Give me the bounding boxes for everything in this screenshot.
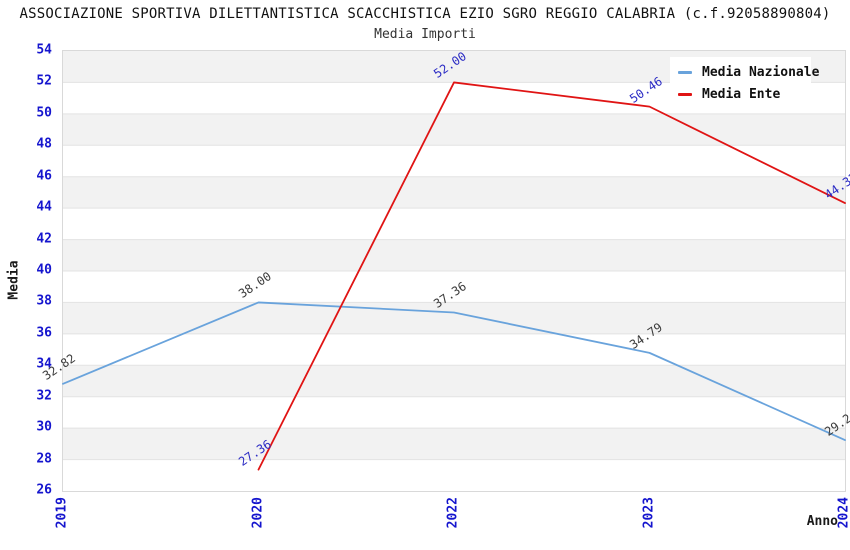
y-tick-label: 54 — [36, 42, 52, 58]
data-point-label: 29.24 — [822, 407, 850, 439]
data-point-label: 44.32 — [822, 170, 850, 203]
y-tick-label: 40 — [36, 262, 52, 278]
x-tick-label: 2024 — [836, 497, 850, 529]
x-tick-label: 2022 — [445, 497, 461, 529]
chart-subtitle: Media Importi — [374, 27, 476, 42]
x-tick-label: 2019 — [54, 497, 70, 529]
legend-item-media-nazionale: Media Nazionale — [678, 61, 819, 83]
series-line-0 — [62, 301, 846, 441]
legend-label-media-ente: Media Ente — [702, 86, 781, 102]
y-axis-title: Media — [6, 260, 22, 300]
y-tick-label: 44 — [36, 199, 52, 215]
chart-title: ASSOCIAZIONE SPORTIVA DILETTANTISTICA SC… — [19, 6, 831, 22]
y-tick-label: 48 — [36, 136, 52, 152]
data-point-label: 38.00 — [235, 269, 274, 302]
x-tick-label: 2023 — [641, 497, 656, 529]
plot-area: 32.82 38.00 37.36 34.79 29.24 27.36 52.00 50.46… — [40, 49, 850, 492]
data-point-label: 34.79 — [626, 319, 665, 352]
data-point-label: 50.46 — [626, 73, 665, 106]
y-tick-label: 30 — [36, 419, 52, 435]
x-tick-label: 2020 — [250, 497, 265, 529]
legend-swatch-media-ente-icon — [678, 92, 692, 96]
y-tick-label: 52 — [36, 73, 52, 89]
y-tick-label: 32 — [36, 388, 52, 404]
legend-label-media-nazionale: Media Nazionale — [702, 64, 820, 80]
y-tick-label: 50 — [36, 105, 52, 121]
data-point-label: 37.36 — [431, 279, 469, 312]
data-point-label: 27.36 — [235, 436, 274, 469]
y-tick-label: 46 — [36, 168, 52, 184]
y-tick-label: 42 — [36, 231, 52, 247]
y-tick-label: 26 — [36, 482, 52, 498]
x-axis-title: Anno — [806, 514, 838, 529]
y-tick-label: 38 — [36, 293, 52, 309]
data-labels-layer: 32.82 38.00 37.36 34.79 29.24 27.36 52.00 50.46… — [40, 49, 850, 491]
legend: Media Nazionale Media Ente — [670, 57, 819, 111]
y-tick-label: 36 — [36, 325, 52, 341]
series-line-1 — [257, 81, 846, 471]
legend-swatch-media-nazionale-icon — [678, 70, 692, 74]
y-tick-label: 28 — [36, 451, 52, 467]
y-tick-label: 34 — [36, 356, 52, 372]
legend-item-media-ente: Media Ente — [678, 83, 811, 105]
data-point-label: 52.00 — [431, 49, 469, 82]
